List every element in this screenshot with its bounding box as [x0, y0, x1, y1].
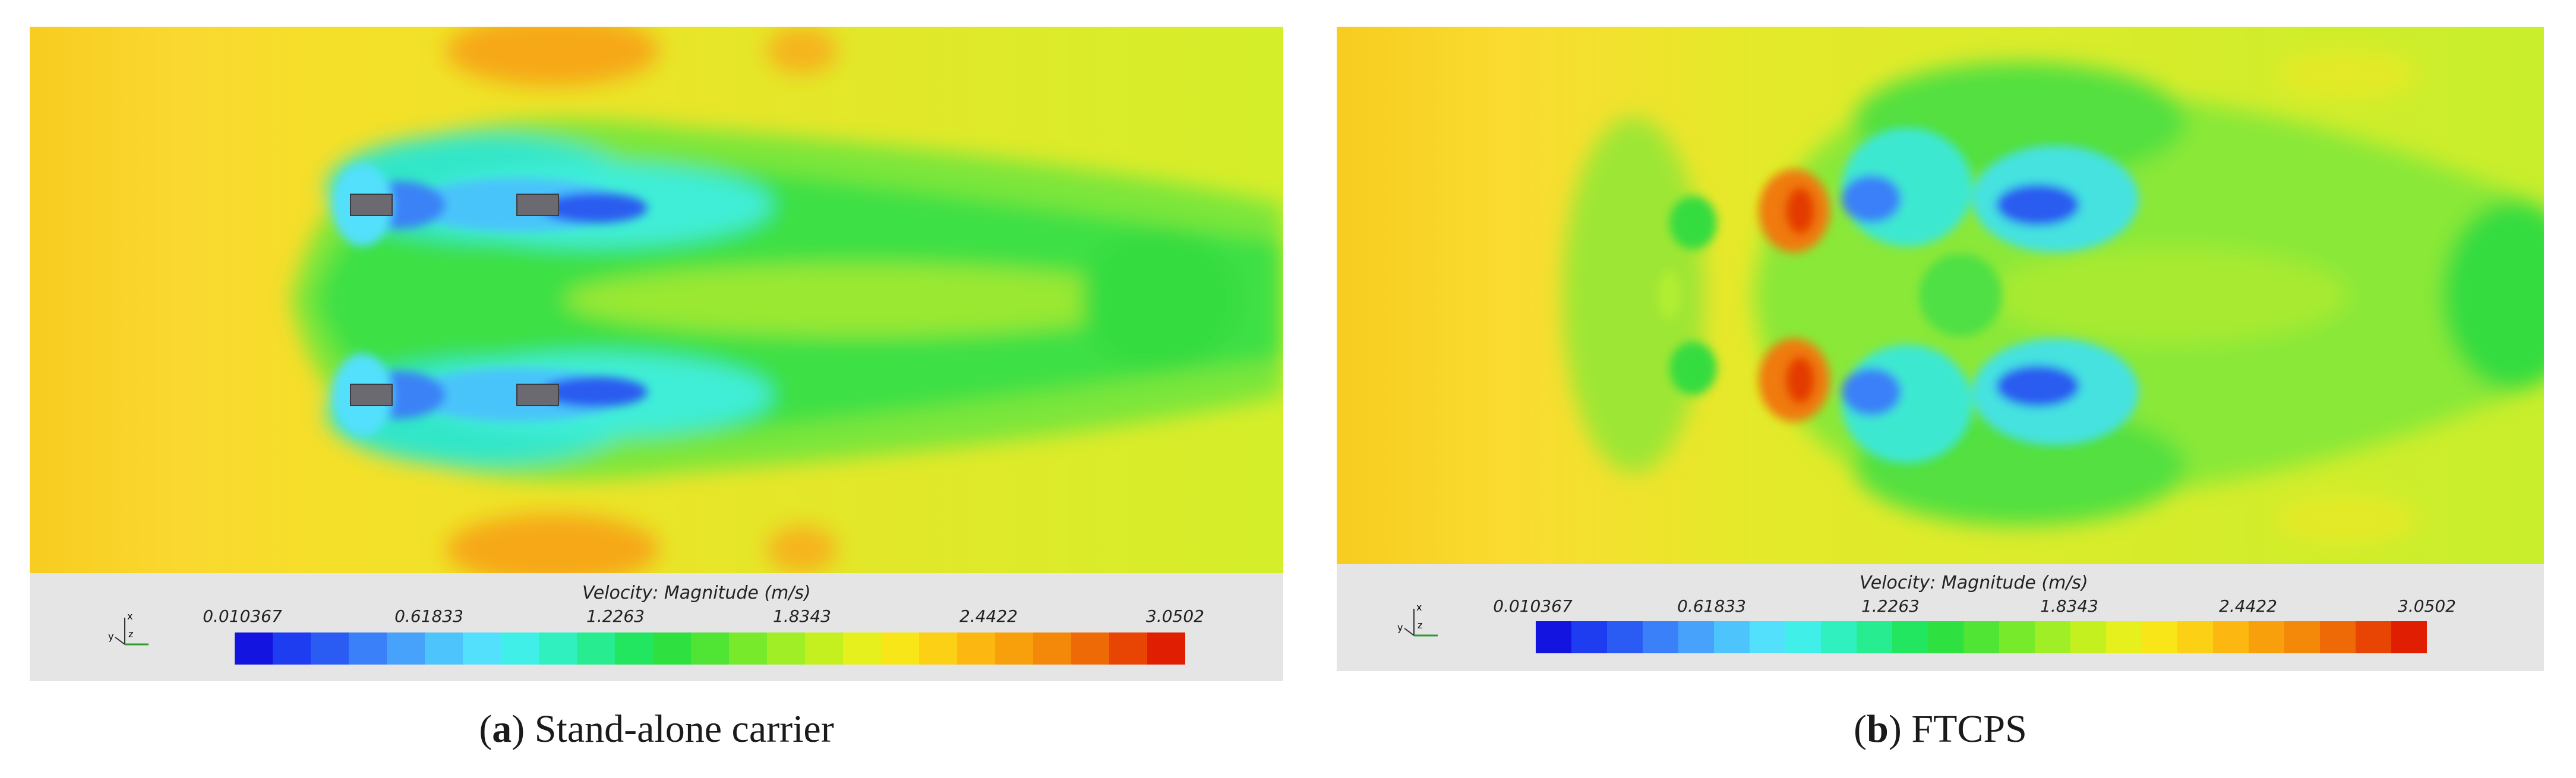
colorbar-segment	[539, 632, 577, 665]
caption-b: (b) FTCPS	[1854, 707, 2027, 751]
velocity-contour-plot-a	[30, 27, 1283, 573]
colorbar-segment	[1643, 621, 1678, 653]
colorbar-tick: 3.0502	[2398, 596, 2456, 616]
colorbar-segment	[1033, 632, 1071, 665]
colorbar-tick: 0.61833	[1677, 596, 1746, 616]
triad-z-label: z	[1418, 619, 1422, 631]
colorbar-segment	[1071, 632, 1109, 665]
colorbar-segment	[691, 632, 729, 665]
colorbar-segment	[615, 632, 653, 665]
colorbar-tick: 1.2263	[1861, 596, 1920, 616]
colorbar-segment	[2356, 621, 2391, 653]
colorbar-tick: 2.4422	[2219, 596, 2277, 616]
colorbar-title: Velocity: Magnitude (m/s)	[582, 583, 811, 603]
colorbar-tick: 1.8343	[2040, 596, 2098, 616]
triad-y-label: y	[108, 631, 113, 642]
colorbar-segment	[2320, 621, 2356, 653]
colorbar-segment	[805, 632, 843, 665]
colorbar-segment	[349, 632, 387, 665]
colorbar-segment	[1678, 621, 1714, 653]
colorbar-segment	[1857, 621, 1892, 653]
colorbar-segment	[1963, 621, 1999, 653]
contour-image-a	[30, 27, 1283, 573]
colorbar-tick: 0.010367	[1493, 596, 1573, 616]
caption-a: (a) Stand-alone carrier	[479, 707, 834, 751]
caption-letter: b	[1867, 707, 1889, 751]
colorbar-segment	[2213, 621, 2249, 653]
colorbar	[1536, 621, 2427, 653]
colorbar-tick: 1.2263	[586, 606, 645, 626]
colorbar-segment	[501, 632, 539, 665]
colorbar-tick: 1.8343	[773, 606, 831, 626]
colorbar-segment	[957, 632, 995, 665]
colorbar	[235, 632, 1185, 665]
triad-x-label: x	[1416, 602, 1422, 613]
colorbar-segment	[995, 632, 1033, 665]
colorbar-segment	[1109, 632, 1147, 665]
caption-text: FTCPS	[1911, 707, 2027, 751]
axes-triad-icon: x y z	[101, 609, 154, 662]
colorbar-tick: 0.61833	[394, 606, 463, 626]
panel-b: x y z Velocity: Magnitude (m/s) 0.010367…	[1337, 27, 2544, 671]
colorbar-segment	[2177, 621, 2213, 653]
colorbar-segment	[881, 632, 919, 665]
colorbar-segment	[843, 632, 881, 665]
colorbar-segment	[577, 632, 615, 665]
colorbar-segment	[463, 632, 501, 665]
colorbar-segment	[273, 632, 311, 665]
colorbar-segment	[2284, 621, 2320, 653]
colorbar-segment	[1821, 621, 1857, 653]
colorbar-segment	[767, 632, 805, 665]
colorbar-segment	[235, 632, 273, 665]
colorbar-tick: 3.0502	[1146, 606, 1204, 626]
colorbar-segment	[1571, 621, 1607, 653]
colorbar-segment	[2035, 621, 2070, 653]
colorbar-segment	[387, 632, 425, 665]
velocity-contour-plot-b	[1337, 27, 2544, 564]
colorbar-legend-a: x y z Velocity: Magnitude (m/s) 0.010367…	[30, 573, 1283, 681]
colorbar-legend-b: x y z Velocity: Magnitude (m/s) 0.010367…	[1337, 564, 2544, 671]
colorbar-title: Velocity: Magnitude (m/s)	[1860, 573, 2088, 593]
colorbar-segment	[1714, 621, 1750, 653]
triad-y-label: y	[1397, 622, 1403, 633]
carrier-bodies-a	[350, 194, 559, 406]
colorbar-segment	[425, 632, 463, 665]
colorbar-segment	[2142, 621, 2177, 653]
caption-letter: a	[492, 707, 512, 751]
panel-a: x y z Velocity: Magnitude (m/s) 0.010367…	[30, 27, 1283, 681]
colorbar-segment	[1147, 632, 1185, 665]
colorbar-segment	[2106, 621, 2142, 653]
colorbar-segment	[2249, 621, 2284, 653]
contour-image-b	[1337, 27, 2544, 564]
colorbar-segment	[1750, 621, 1785, 653]
colorbar-segment	[919, 632, 957, 665]
triad-z-label: z	[128, 628, 133, 640]
colorbar-segment	[1892, 621, 1928, 653]
colorbar-segment	[2070, 621, 2106, 653]
colorbar-tick: 2.4422	[959, 606, 1018, 626]
colorbar-segment	[1928, 621, 1963, 653]
triad-x-label: x	[127, 611, 132, 622]
colorbar-segment	[729, 632, 767, 665]
colorbar-tick: 0.010367	[203, 606, 282, 626]
colorbar-segment	[1785, 621, 1821, 653]
colorbar-segment	[1607, 621, 1643, 653]
colorbar-segment	[2391, 621, 2427, 653]
colorbar-segment	[653, 632, 691, 665]
caption-text: Stand-alone carrier	[534, 707, 834, 751]
colorbar-segment	[311, 632, 349, 665]
colorbar-segment	[1536, 621, 1571, 653]
colorbar-segment	[1999, 621, 2035, 653]
axes-triad-icon: x y z	[1390, 600, 1444, 653]
